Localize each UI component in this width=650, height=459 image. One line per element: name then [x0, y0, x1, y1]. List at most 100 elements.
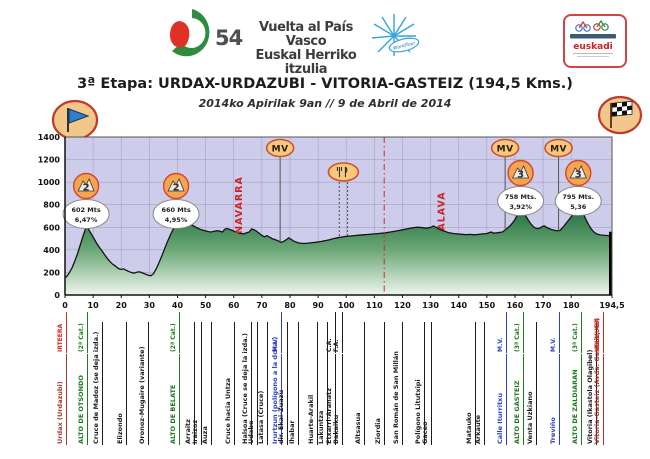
mountain-icon	[511, 165, 530, 179]
y-tick-label: 800	[43, 201, 60, 210]
sprint-label: MV	[497, 145, 514, 155]
euskadi-smallprint	[573, 53, 613, 54]
route-label: ALTO DE ZALDIARAN	[570, 354, 582, 445]
route-label: Urdax (Urdazubi)	[56, 354, 68, 445]
climb-gradient: 4,95%	[165, 216, 188, 224]
x-tick-label: 50	[200, 301, 212, 310]
route-label: Ihabar	[287, 322, 299, 445]
y-tick-label: 600	[43, 223, 60, 232]
y-tick-label: 1000	[38, 178, 61, 187]
sprint-oval	[490, 138, 520, 158]
x-tick-label: 120	[394, 301, 411, 310]
climb-altitude: 660 Mts	[161, 206, 190, 214]
x-tick-label: 60	[228, 301, 240, 310]
x-tick-label: 160	[507, 301, 524, 310]
x-tick-label: 80	[284, 301, 296, 310]
x-tick-label: 70	[256, 301, 268, 310]
mountain-icon	[569, 165, 587, 179]
x-tick-label: 194,5	[599, 301, 625, 310]
race-title-line2: Euskal Herriko itzulia	[255, 48, 357, 77]
x-tick-label: 90	[313, 301, 325, 310]
route-label: Ziordia	[374, 322, 386, 445]
checkered-flag	[611, 100, 633, 117]
cyclists-doodle	[575, 19, 609, 32]
route-label: Cruce de Madoz (se deja izda.)	[91, 322, 103, 445]
uci-oval	[388, 37, 420, 53]
climb-gradient: 5,36	[570, 203, 587, 211]
route-label: Treviño	[548, 354, 560, 445]
x-tick-label: 40	[172, 301, 184, 310]
sprint-oval	[544, 138, 573, 158]
route-label-note: IRTEERA	[57, 312, 68, 353]
x-tick-label: 130	[422, 301, 439, 310]
y-tick-label: 400	[43, 246, 60, 255]
x-tick-label: 30	[144, 301, 156, 310]
race-logo	[170, 9, 210, 57]
x-tick-label: 180	[563, 301, 580, 310]
route-label: Bakaiku	[331, 354, 343, 445]
region-label: ALAVA	[437, 191, 448, 230]
route-label: Elizondo	[115, 322, 127, 445]
climb-category: 3	[517, 170, 524, 181]
route-label: dir. Ekai-Zuazu	[276, 322, 288, 445]
route-label-note: M.V.	[549, 312, 560, 353]
profile-line	[64, 204, 613, 279]
route-label-note: M.V.	[497, 312, 508, 353]
climb-category: 2	[173, 183, 180, 194]
x-tick-label: 140	[450, 301, 467, 310]
climb-balloon	[62, 199, 110, 229]
x-tick-label: 20	[116, 301, 128, 310]
route-label: Latasa (Cruce)	[257, 322, 269, 445]
edition-number: 54	[215, 26, 243, 50]
y-tick-label: 200	[43, 268, 60, 277]
uci-worldtour-logo: WorldTour	[371, 14, 420, 56]
route-label: Cruce hacia Untza	[224, 322, 236, 445]
x-tick-label: 0	[62, 301, 68, 310]
euskadi-bar	[570, 34, 616, 39]
x-tick-label: 100	[338, 301, 355, 310]
climb-category: 3	[575, 170, 582, 181]
climb-altitude: 602 Mts	[71, 206, 100, 214]
x-tick-label: 150	[478, 301, 495, 310]
euskadi-label: euskadi	[573, 42, 612, 52]
route-label: Oronoz-Mugaire (variante)	[138, 322, 150, 445]
y-tick-label: 0	[54, 291, 60, 300]
stage-date: 2014ko Apirilak 9an // 9 de Abril de 201…	[198, 97, 452, 110]
route-label-note: (3ª Cat.)	[571, 312, 582, 353]
route-label: ALTO DE BELATE	[169, 354, 181, 445]
feed-zone-oval	[327, 162, 360, 182]
climb-gradient: 3,92%	[509, 203, 532, 211]
climb-balloon	[497, 186, 545, 216]
route-label: Vitoria-Gasteiz (Avda. Gasteiz, 46)	[593, 318, 605, 445]
route-label: Altsasua	[354, 322, 366, 445]
route-label-note: HELMUGA	[594, 312, 605, 353]
route-label: ALTO DE GASTEIZ	[512, 354, 524, 445]
x-tick-label: 110	[366, 301, 383, 310]
mountain-icon	[167, 178, 185, 192]
climb-balloon	[152, 199, 200, 229]
climb-gradient: 6,47%	[75, 216, 98, 224]
x-tick-label: 170	[535, 301, 552, 310]
race-title: Vuelta al País Vasco Euskal Herriko itzu…	[244, 21, 368, 77]
euskadi-logo: euskadi	[563, 14, 627, 68]
climb-balloon	[554, 186, 602, 216]
route-label-note: (3ª Cat.)	[513, 312, 524, 353]
x-tick-label: 10	[88, 301, 100, 310]
uci-label: WorldTour	[392, 40, 417, 52]
route-label: San Román de San Millán	[392, 322, 404, 445]
route-label: ALTO DE OTSONDO	[77, 354, 89, 445]
race-logo-red-drop	[170, 21, 190, 48]
sprint-label: MV	[272, 145, 289, 155]
route-label-note: F.A.	[332, 312, 343, 353]
route-label-note: (2ª Cat.)	[78, 312, 89, 353]
euskadi-logo-art: euskadi	[570, 19, 616, 57]
route-label: Venta Uzkiano	[525, 322, 537, 445]
region-label: NAVARRA	[234, 176, 245, 234]
route-label: Auza	[201, 322, 213, 445]
route-label: Arkaute	[473, 322, 485, 445]
race-title-line1: Vuelta al País Vasco	[259, 20, 353, 49]
stage-title: 3ª Etapa: URDAX-URDAZUBI - VITORIA-GASTE…	[77, 76, 573, 92]
